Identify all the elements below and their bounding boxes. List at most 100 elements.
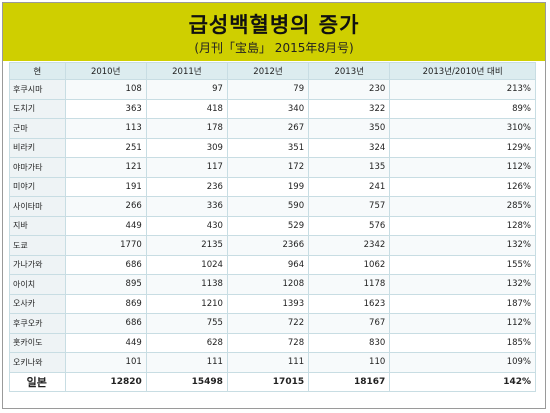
cell-2011: 111 <box>145 352 228 373</box>
cell-ratio: 155% <box>389 254 536 275</box>
cell-prefecture: 오사카 <box>9 293 66 314</box>
cell-2010: 101 <box>64 352 147 373</box>
cell-2010: 869 <box>64 293 147 314</box>
cell-ratio: 126% <box>389 176 536 197</box>
cell-2012: 529 <box>226 215 310 236</box>
header-2013: 2013년 <box>308 62 391 80</box>
table-row: 후쿠오카 686 755 722 767 112% <box>9 313 536 334</box>
table-row: 사이타마 266 336 590 757 285% <box>9 196 536 217</box>
cell-2011: 1024 <box>145 254 228 275</box>
cell-2011: 2135 <box>145 235 228 256</box>
header-2012: 2012년 <box>226 62 310 80</box>
cell-2011: 236 <box>145 176 228 197</box>
cell-2010: 266 <box>64 196 147 217</box>
cell-2011: 97 <box>145 79 228 100</box>
cell-2011: 117 <box>145 157 228 178</box>
cell-2010: 363 <box>64 98 147 119</box>
header-prefecture: 현 <box>9 62 66 80</box>
cell-ratio: 132% <box>389 235 536 256</box>
total-2011: 15498 <box>145 371 228 392</box>
cell-2012: 2366 <box>226 235 310 256</box>
cell-prefecture: 도치기 <box>9 98 66 119</box>
cell-ratio: 187% <box>389 293 536 314</box>
cell-2013: 767 <box>308 313 391 334</box>
cell-prefecture: 사이타마 <box>9 196 66 217</box>
page-title: 급성백혈병의 증가 <box>188 13 360 37</box>
table-row: 오사카 869 1210 1393 1623 187% <box>9 293 536 314</box>
cell-2010: 1770 <box>64 235 147 256</box>
cell-prefecture: 후쿠시마 <box>9 79 66 100</box>
cell-2013: 1062 <box>308 254 391 275</box>
cell-2011: 309 <box>145 137 228 158</box>
total-2012: 17015 <box>226 371 310 392</box>
cell-ratio: 89% <box>389 98 536 119</box>
cell-prefecture: 가나가와 <box>9 254 66 275</box>
cell-2012: 1208 <box>226 274 310 295</box>
table-row: 가나가와 686 1024 964 1062 155% <box>9 254 536 275</box>
cell-prefecture: 홋카이도 <box>9 332 66 353</box>
cell-2010: 686 <box>64 313 147 334</box>
cell-2012: 79 <box>226 79 310 100</box>
header-2010: 2010년 <box>64 62 147 80</box>
cell-2012: 964 <box>226 254 310 275</box>
cell-ratio: 132% <box>389 274 536 295</box>
cell-2013: 830 <box>308 332 391 353</box>
total-ratio: 142% <box>389 371 536 392</box>
cell-2012: 722 <box>226 313 310 334</box>
cell-prefecture: 비라키 <box>9 137 66 158</box>
cell-2010: 113 <box>64 118 147 139</box>
cell-2013: 1623 <box>308 293 391 314</box>
cell-2010: 686 <box>64 254 147 275</box>
cell-ratio: 109% <box>389 352 536 373</box>
table-row: 지바 449 430 529 576 128% <box>9 215 536 236</box>
cell-ratio: 112% <box>389 157 536 178</box>
cell-ratio: 129% <box>389 137 536 158</box>
cell-2012: 199 <box>226 176 310 197</box>
cell-ratio: 185% <box>389 332 536 353</box>
cell-2013: 350 <box>308 118 391 139</box>
table-header-row: 현 2010년 2011년 2012년 2013년 2013년/2010년 대비 <box>9 62 536 80</box>
total-prefecture: 일본 <box>9 371 66 392</box>
cell-2010: 251 <box>64 137 147 158</box>
table-row: 비라키 251 309 351 324 129% <box>9 137 536 158</box>
cell-2013: 322 <box>308 98 391 119</box>
cell-2013: 1178 <box>308 274 391 295</box>
cell-2010: 449 <box>64 215 147 236</box>
cell-prefecture: 군마 <box>9 118 66 139</box>
cell-2012: 111 <box>226 352 310 373</box>
cell-ratio: 310% <box>389 118 536 139</box>
cell-prefecture: 도쿄 <box>9 235 66 256</box>
table-row: 도치기 363 418 340 322 89% <box>9 98 536 119</box>
cell-prefecture: 후쿠오카 <box>9 313 66 334</box>
cell-2010: 191 <box>64 176 147 197</box>
cell-2013: 241 <box>308 176 391 197</box>
cell-2012: 1393 <box>226 293 310 314</box>
header-2011: 2011년 <box>145 62 228 80</box>
cell-2012: 267 <box>226 118 310 139</box>
cell-2013: 576 <box>308 215 391 236</box>
total-row: 일본 12820 15498 17015 18167 142% <box>9 371 536 392</box>
total-2010: 12820 <box>64 371 147 392</box>
cell-2012: 590 <box>226 196 310 217</box>
cell-prefecture: 오키나와 <box>9 352 66 373</box>
cell-2013: 110 <box>308 352 391 373</box>
cell-2012: 172 <box>226 157 310 178</box>
cell-2011: 628 <box>145 332 228 353</box>
table-row: 야마가타 121 117 172 135 112% <box>9 157 536 178</box>
table-row: 오키나와 101 111 111 110 109% <box>9 352 536 373</box>
cell-2011: 336 <box>145 196 228 217</box>
cell-2011: 178 <box>145 118 228 139</box>
cell-2012: 728 <box>226 332 310 353</box>
cell-2013: 230 <box>308 79 391 100</box>
cell-prefecture: 아이치 <box>9 274 66 295</box>
table-row: 후쿠시마 108 97 79 230 213% <box>9 79 536 100</box>
cell-2013: 324 <box>308 137 391 158</box>
cell-2011: 1210 <box>145 293 228 314</box>
table-row: 아이치 895 1138 1208 1178 132% <box>9 274 536 295</box>
cell-2013: 2342 <box>308 235 391 256</box>
cell-2011: 418 <box>145 98 228 119</box>
leukemia-table: 현 2010년 2011년 2012년 2013년 2013년/2010년 대비… <box>9 62 536 392</box>
cell-prefecture: 야마가타 <box>9 157 66 178</box>
cell-2013: 135 <box>308 157 391 178</box>
cell-ratio: 128% <box>389 215 536 236</box>
